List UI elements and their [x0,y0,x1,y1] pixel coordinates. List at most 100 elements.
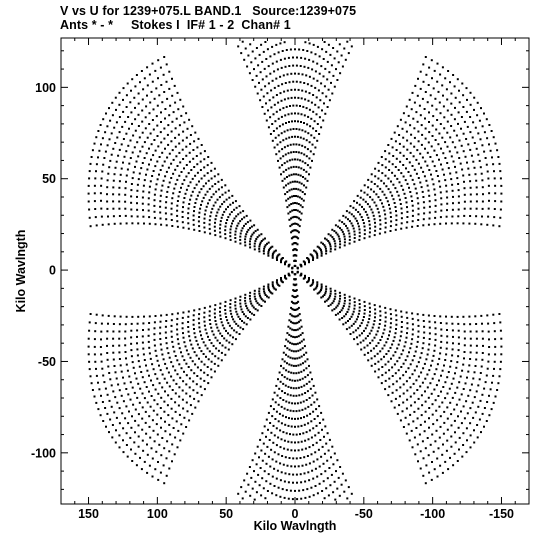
uv-point [159,211,162,214]
uv-point [145,105,148,108]
uv-point [303,456,306,459]
uv-point [165,367,168,370]
uv-point [187,366,190,368]
uv-point [295,151,298,153]
uv-point [275,494,278,497]
uv-point [469,446,472,449]
uv-point [308,259,310,262]
uv-point [406,206,408,209]
uv-point [146,168,149,171]
uv-point [189,134,192,136]
uv-point [182,206,184,209]
uv-point [193,372,196,375]
uv-point [441,136,444,139]
uv-point [406,216,409,218]
uv-point [281,455,284,457]
uv-point [276,259,278,261]
uv-point [381,347,384,350]
uv-point [113,173,116,176]
uv-point [193,228,196,231]
uv-point [304,376,307,379]
uv-point [221,203,224,206]
uv-point [208,187,211,190]
uv-point [417,319,420,322]
uv-point [294,229,296,232]
uv-point [434,199,437,202]
uv-point [430,145,433,148]
uv-point [283,98,286,101]
uv-point [122,87,125,90]
uv-point [448,150,451,153]
uv-point [352,322,355,325]
uv-point [343,244,346,247]
uv-point [422,224,425,227]
uv-point [469,323,472,326]
uv-point [453,118,456,121]
uv-point [271,62,274,65]
uv-point [130,189,133,192]
uv-point [238,333,241,335]
uv-point [325,487,328,490]
uv-point [288,174,291,177]
uv-point [259,71,262,74]
uv-point [289,409,292,412]
uv-point [273,70,276,73]
uv-point [358,306,361,309]
uv-point [290,300,293,303]
uv-point [286,362,288,365]
uv-point [148,315,151,318]
uv-point [434,210,437,213]
uv-point [134,106,136,109]
uv-point [314,467,317,470]
uv-point [219,302,222,305]
uv-point [187,330,190,333]
uv-point [253,313,256,316]
uv-point [436,475,439,478]
uv-point [352,331,355,334]
uv-point [416,417,419,420]
uv-point [100,199,102,202]
uv-point [308,278,310,281]
uv-point [292,481,294,484]
uv-point [195,198,198,201]
uv-point [266,445,269,448]
uv-point [442,386,445,388]
uv-point [146,94,148,97]
uv-point [405,158,408,160]
uv-point [324,470,327,473]
uv-point [159,217,162,220]
uv-point [239,235,242,238]
uv-point [279,380,282,383]
uv-point [183,167,185,170]
uv-point [392,339,395,342]
uv-point [134,165,136,168]
uv-point [140,468,143,471]
uv-point [168,356,171,359]
uv-point [264,85,267,88]
uv-point [395,157,398,160]
uv-point [194,406,197,409]
uv-point [485,374,488,377]
uv-point [362,222,365,225]
uv-point [306,414,309,417]
uv-point [486,137,489,140]
uv-point [442,432,445,435]
uv-point [411,312,414,315]
uv-point [281,358,284,361]
uv-point [282,382,285,385]
uv-point [439,415,442,418]
uv-point [469,193,472,196]
uv-point [463,330,466,333]
uv-point [457,415,459,418]
uv-point [451,329,454,332]
uv-point [380,358,383,361]
uv-point [190,343,193,346]
uv-point [457,195,460,198]
uv-point [118,148,121,151]
uv-point [295,364,298,367]
uv-point [379,227,382,230]
uv-point [320,455,323,458]
uv-point [291,402,294,405]
uv-point [210,196,213,199]
uv-point [424,137,427,140]
